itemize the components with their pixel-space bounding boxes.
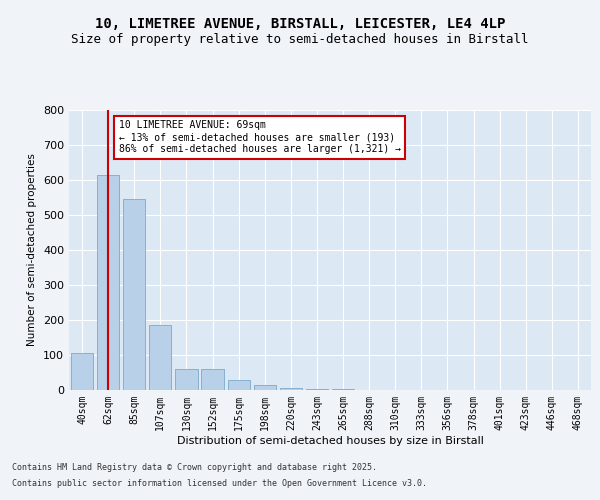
Bar	[280, 388, 302, 390]
Y-axis label: Number of semi-detached properties: Number of semi-detached properties	[28, 154, 37, 346]
Text: Size of property relative to semi-detached houses in Birstall: Size of property relative to semi-detach…	[71, 32, 529, 46]
Bar	[71, 353, 93, 390]
Text: 10 LIMETREE AVENUE: 69sqm
← 13% of semi-detached houses are smaller (193)
86% of: 10 LIMETREE AVENUE: 69sqm ← 13% of semi-…	[119, 120, 401, 154]
X-axis label: Distribution of semi-detached houses by size in Birstall: Distribution of semi-detached houses by …	[176, 436, 484, 446]
Bar	[175, 369, 197, 390]
Bar	[306, 389, 328, 390]
Bar	[97, 175, 119, 390]
Bar	[149, 325, 172, 390]
Text: Contains public sector information licensed under the Open Government Licence v3: Contains public sector information licen…	[12, 478, 427, 488]
Text: Contains HM Land Registry data © Crown copyright and database right 2025.: Contains HM Land Registry data © Crown c…	[12, 464, 377, 472]
Bar	[123, 199, 145, 390]
Bar	[254, 385, 276, 390]
Bar	[202, 369, 224, 390]
Bar	[227, 380, 250, 390]
Text: 10, LIMETREE AVENUE, BIRSTALL, LEICESTER, LE4 4LP: 10, LIMETREE AVENUE, BIRSTALL, LEICESTER…	[95, 18, 505, 32]
